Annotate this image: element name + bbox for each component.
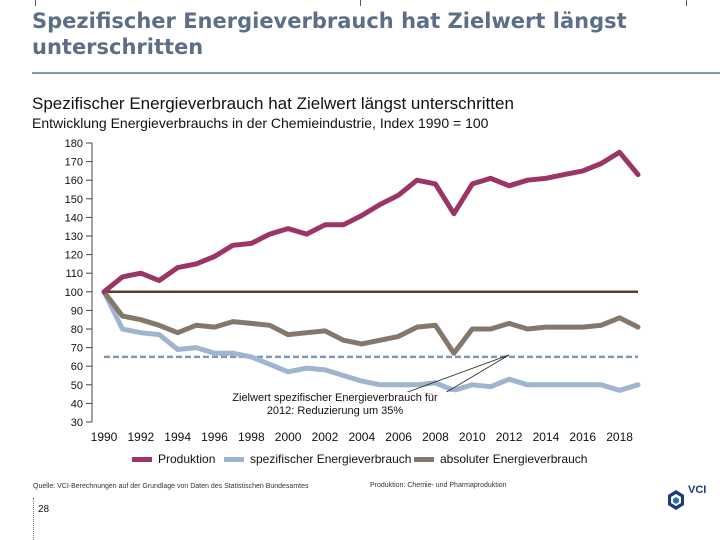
x-axis: 1990 1992 1994 1996 1998 2000 2002 2004 2006 2008… [91,430,634,444]
legend-label-produktion: Produktion [158,452,216,466]
corner-tick-left [35,0,36,6]
x-tick-label: 2018 [606,430,633,444]
y-tick-label: 30 [71,417,83,429]
reference-lines [104,290,638,359]
y-tick-label: 90 [71,305,83,317]
x-tick-label: 2008 [422,430,449,444]
y-tick-label: 130 [65,231,83,243]
legend-item-spezifisch: spezifischer Energieverbrauch [224,452,411,466]
legend-swatch-produktion [132,457,152,463]
y-tick-label: 40 [71,398,83,410]
x-tick-label: 2012 [496,430,523,444]
slide-title: Spezifischer Energieverbrauch hat Zielwe… [32,9,627,59]
annotation-pointer-line [404,354,510,394]
y-axis: 180 170 160 150 140 130 120 110 100 90 80 70 60 50 40 3… [65,138,93,429]
y-tick-label: 50 [71,380,83,392]
x-tick-label: 2000 [275,430,302,444]
y-tick-label: 60 [71,361,83,373]
annotation-line-1: Zielwert spezifischer Energieverbrauch f… [232,392,438,404]
target-annotation: Zielwert spezifischer Energieverbrauch f… [215,392,455,418]
y-tick-label: 100 [65,287,83,299]
annotation-line-2: 2012: Reduzierung um 35% [266,405,404,417]
x-tick-label: 2006 [385,430,412,444]
y-tick-label: 180 [65,138,83,150]
x-tick-label: 2014 [533,430,560,444]
legend-swatch-absolut [414,457,434,463]
x-tick-label: 2002 [312,430,339,444]
annotation-pointer-line [444,354,510,394]
title-divider [32,72,720,74]
corner-tick-right [686,0,687,6]
x-tick-label: 2016 [569,430,596,444]
chart-subtitle: Entwicklung Energieverbrauchs in der Che… [32,115,489,131]
legend-item-produktion: Produktion [132,452,215,466]
x-tick-label: 1994 [164,430,191,444]
legend-label-absolut: absoluter Energieverbrauch [440,452,588,466]
legend-item-absolut: absoluter Energieverbrauch [414,452,587,466]
legend-swatch-spezifisch [224,457,244,463]
corner-tick-mid [360,0,361,6]
series-line-absolut [101,289,641,356]
x-tick-label: 1992 [127,430,154,444]
y-tick-label: 70 [71,343,83,355]
y-tick-label: 140 [65,212,83,224]
series-line-spezifisch [101,289,641,393]
y-tick-label: 160 [65,175,83,187]
y-tick-label: 80 [71,324,83,336]
x-tick-label: 2010 [459,430,486,444]
x-tick-label: 1998 [238,430,265,444]
y-tick-label: 170 [65,157,83,169]
production-note: Produktion: Chemie- und Pharmaproduktion [370,482,507,489]
x-tick-label: 2004 [348,430,375,444]
legend-label-spezifisch: spezifischer Energieverbrauch [250,452,412,466]
chart-title: Spezifischer Energieverbrauch hat Zielwe… [32,94,514,113]
page-number: 28 [38,504,50,515]
series-lines [101,149,641,393]
x-tick-label: 1990 [91,430,118,444]
y-tick-label: 150 [65,194,83,206]
vci-logo-icon: VCI [668,484,706,510]
y-tick-label: 120 [65,250,83,262]
side-dotted-rule [33,498,35,540]
series-line-produktion [101,149,641,295]
source-note: Quelle: VCI-Berechnungen auf der Grundla… [33,483,309,490]
logo-text: VCI [688,484,706,496]
y-tick-label: 110 [65,268,83,280]
x-tick-label: 1996 [201,430,228,444]
annotation-pointer [404,354,510,394]
